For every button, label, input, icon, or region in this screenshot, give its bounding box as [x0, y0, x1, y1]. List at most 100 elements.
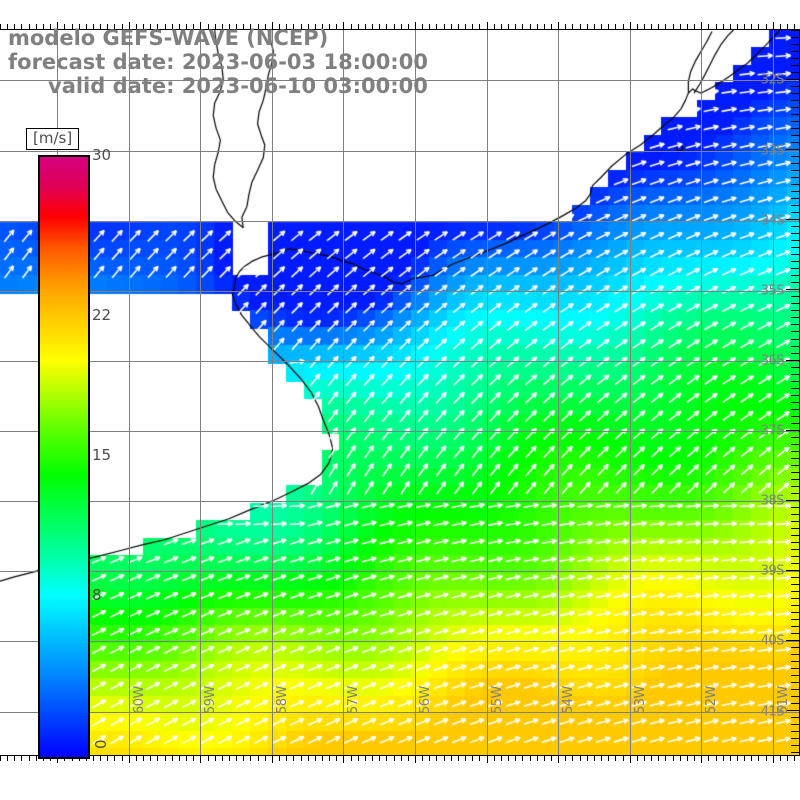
tick-bottom	[265, 756, 266, 761]
tick-bottom	[758, 756, 759, 761]
tick-bottom	[494, 756, 495, 761]
tick-top	[379, 24, 380, 29]
tick-right	[791, 100, 799, 101]
tick-top	[272, 22, 273, 29]
tick-right	[791, 549, 799, 550]
tick-right	[791, 107, 799, 108]
tick-bottom	[293, 756, 294, 761]
tick-right	[791, 444, 799, 445]
tick-right	[791, 675, 799, 676]
tick-top	[93, 24, 94, 29]
tick-right	[791, 416, 799, 417]
colorbar-tick-0: 0	[92, 739, 110, 749]
tick-right	[791, 177, 799, 178]
tick-top	[401, 24, 402, 29]
tick-right	[791, 346, 799, 347]
tick-bottom	[7, 756, 8, 761]
tick-right	[791, 240, 799, 241]
tick-right	[791, 521, 799, 522]
tick-right	[791, 633, 799, 634]
lon-label-60W: 60W	[131, 686, 147, 714]
tick-bottom	[429, 756, 430, 761]
tick-right	[786, 289, 799, 290]
tick-right	[791, 388, 799, 389]
tick-right	[791, 423, 799, 424]
tick-right	[791, 184, 799, 185]
tick-top	[537, 24, 538, 29]
tick-right	[791, 612, 799, 613]
tick-bottom	[14, 756, 15, 761]
gridline-lat-41S	[0, 712, 800, 713]
tick-right	[791, 170, 799, 171]
tick-bottom	[687, 756, 688, 761]
lon-label-58W: 58W	[274, 686, 290, 714]
tick-right	[791, 381, 799, 382]
tick-bottom	[465, 756, 466, 761]
gridline-lon-54W	[558, 30, 559, 755]
tick-right	[791, 738, 799, 739]
tick-bottom	[286, 756, 287, 761]
gridline-lon-59W	[200, 30, 201, 755]
tick-bottom	[551, 756, 552, 761]
tick-bottom	[515, 756, 516, 761]
tick-bottom	[451, 756, 452, 761]
tick-bottom	[372, 756, 373, 761]
tick-right	[791, 310, 799, 311]
tick-bottom	[444, 756, 445, 761]
tick-bottom	[708, 756, 709, 761]
tick-bottom	[544, 756, 545, 761]
tick-right	[791, 58, 799, 59]
tick-top	[29, 24, 30, 29]
tick-bottom	[716, 756, 717, 761]
tick-top	[623, 24, 624, 29]
tick-right	[791, 605, 799, 606]
tick-right	[791, 745, 799, 746]
tick-right	[791, 514, 799, 515]
tick-top	[766, 24, 767, 29]
tick-right	[791, 128, 799, 129]
tick-bottom	[57, 756, 58, 763]
tick-top	[415, 22, 416, 29]
tick-bottom	[114, 756, 115, 761]
tick-right	[791, 556, 799, 557]
tick-top	[250, 24, 251, 29]
tick-bottom	[179, 756, 180, 761]
tick-right	[791, 51, 799, 52]
tick-top	[515, 24, 516, 29]
tick-top	[615, 24, 616, 29]
tick-top	[694, 24, 695, 29]
tick-top	[429, 24, 430, 29]
tick-bottom	[100, 756, 101, 761]
tick-right	[791, 584, 799, 585]
tick-right	[791, 493, 799, 494]
tick-right	[791, 156, 799, 157]
tick-right	[791, 65, 799, 66]
tick-right	[791, 724, 799, 725]
lat-label-36S: 36S	[760, 353, 785, 369]
gridline-lon-51W	[773, 30, 774, 755]
tick-right	[791, 598, 799, 599]
tick-top	[580, 24, 581, 29]
tick-bottom	[386, 756, 387, 761]
tick-right	[791, 339, 799, 340]
tick-bottom	[630, 756, 631, 763]
tick-bottom	[436, 756, 437, 761]
tick-bottom	[644, 756, 645, 761]
lon-label-54W: 54W	[561, 686, 577, 714]
tick-top	[673, 24, 674, 29]
tick-top	[179, 24, 180, 29]
tick-bottom	[744, 756, 745, 761]
tick-right	[791, 402, 799, 403]
gridline-lon-55W	[487, 30, 488, 755]
tick-right	[791, 535, 799, 536]
tick-top	[658, 24, 659, 29]
tick-right	[791, 261, 799, 262]
tick-bottom	[751, 756, 752, 761]
tick-top	[479, 24, 480, 29]
tick-bottom	[472, 756, 473, 761]
tick-bottom	[637, 756, 638, 761]
tick-top	[386, 24, 387, 29]
tick-top	[186, 24, 187, 29]
map-plot-area[interactable]	[0, 30, 800, 755]
gridline-lon-53W	[630, 30, 631, 755]
